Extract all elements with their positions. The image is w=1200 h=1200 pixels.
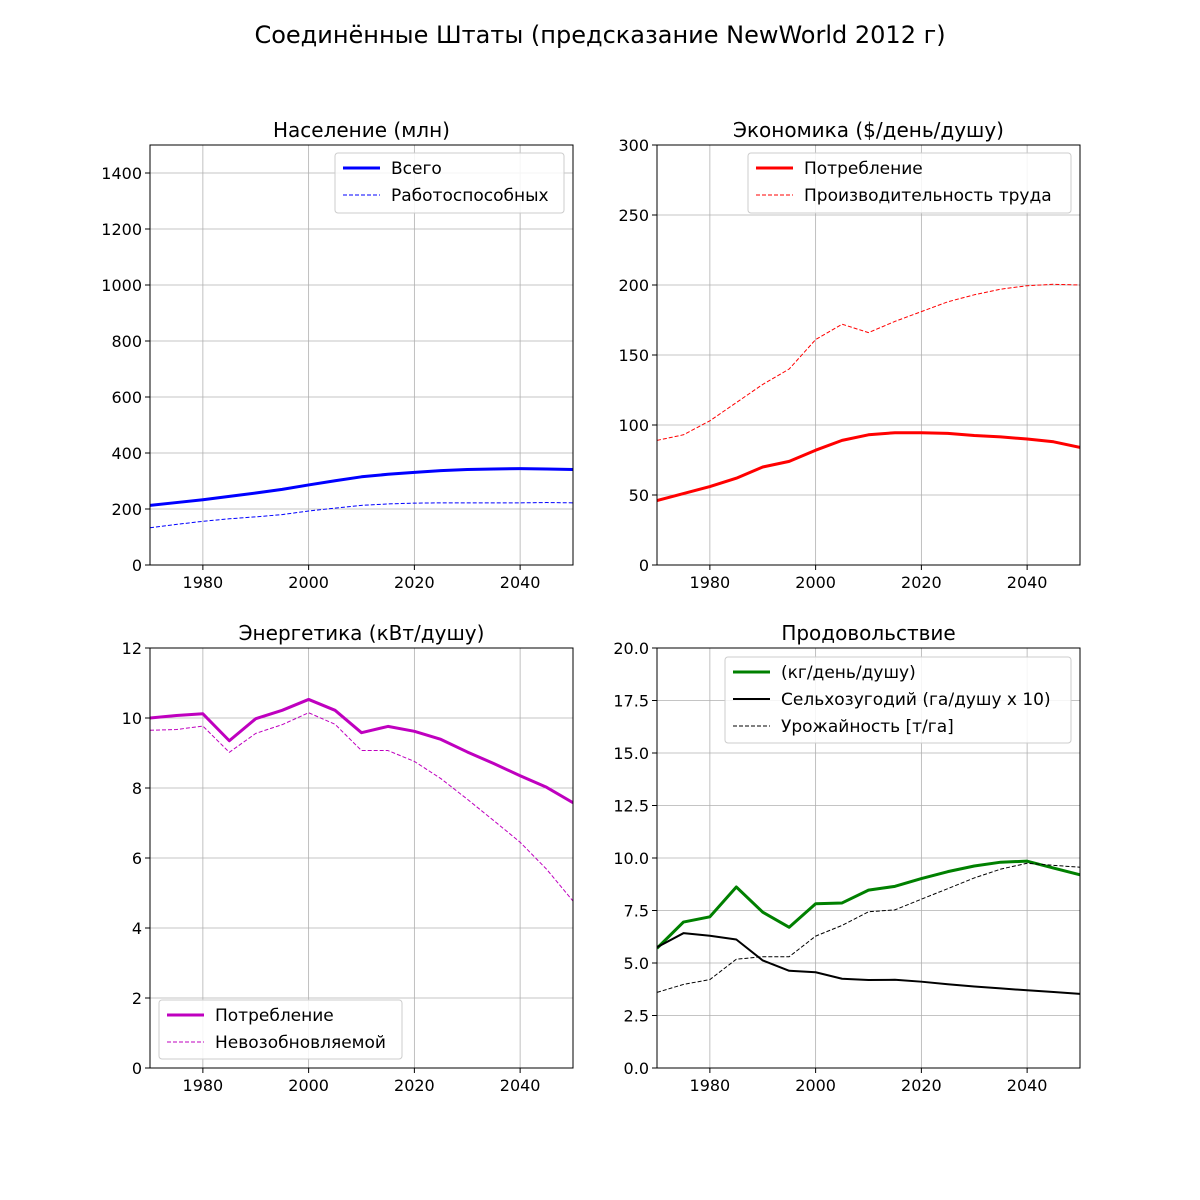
x-tick-label: 2000 <box>288 1076 329 1095</box>
y-tick-label: 5.0 <box>624 954 649 973</box>
y-tick-label: 6 <box>132 849 142 868</box>
chart-panel-1: 1980 2000 2020 2040 0 200 400 600 800 1000 1200 140… <box>101 118 574 592</box>
x-tick-label: 1980 <box>183 1076 224 1095</box>
x-tick-label: 2040 <box>1007 1076 1048 1095</box>
legend-label: Всего <box>391 159 442 179</box>
series-line-всего <box>150 467 573 507</box>
y-tick-label: 15.0 <box>613 744 649 763</box>
legend: Потребление Невозобновляемой <box>158 999 403 1060</box>
y-tick-label: 0 <box>639 556 649 575</box>
y-tick-label: 600 <box>111 388 142 407</box>
series-line-потребление <box>150 697 573 804</box>
x-tick-label: 2020 <box>394 573 435 592</box>
series-line-невозобновляемой <box>150 712 573 902</box>
legend-label: Урожайность [т/га] <box>781 717 954 737</box>
axes-frame <box>149 144 574 566</box>
y-tick-label: 12 <box>122 639 142 658</box>
legend-label: Работоспособных <box>391 186 549 206</box>
chart-title: Энергетика (кВт/душу) <box>239 621 485 645</box>
x-tick-label: 2020 <box>901 573 942 592</box>
chart-title: Население (млн) <box>273 118 450 142</box>
y-tick-label: 300 <box>618 136 649 155</box>
series-line-производительность-труда <box>657 283 1080 441</box>
legend: Всего Работоспособных <box>334 152 565 214</box>
y-tick-label: 1400 <box>101 164 142 183</box>
legend-box <box>724 656 1072 744</box>
y-tick-label: 8 <box>132 779 142 798</box>
chart-panel-3: 1980 2000 2020 2040 0 2 4 6 8 10 12 Энергетика (кВт… <box>122 621 574 1095</box>
y-tick-label: 100 <box>618 416 649 435</box>
y-tick-label: 2 <box>132 989 142 1008</box>
y-tick-label: 200 <box>111 500 142 519</box>
chart-panel-2: 1980 2000 2020 2040 0 50 100 150 200 250 300 Эконом… <box>618 118 1081 592</box>
legend-label: Потребление <box>215 1006 334 1026</box>
x-tick-label: 1980 <box>690 1076 731 1095</box>
y-tick-label: 200 <box>618 276 649 295</box>
y-tick-label: 1200 <box>101 220 142 239</box>
y-tick-label: 250 <box>618 206 649 225</box>
legend: (кг/день/душу) Сельхозугодий (га/душу х 1… <box>724 656 1072 744</box>
y-tick-label: 7.5 <box>624 902 649 921</box>
chart-title: Экономика ($/день/душу) <box>733 118 1004 142</box>
y-tick-label: 800 <box>111 332 142 351</box>
legend-box <box>334 152 565 214</box>
legend-label: Производительность труда <box>804 186 1052 206</box>
y-tick-label: 17.5 <box>613 692 649 711</box>
legend-box <box>158 999 403 1060</box>
y-tick-label: 12.5 <box>613 797 649 816</box>
x-tick-label: 2000 <box>288 573 329 592</box>
x-tick-label: 2040 <box>500 573 541 592</box>
y-tick-label: 0.0 <box>624 1059 649 1078</box>
y-tick-label: 10.0 <box>613 849 649 868</box>
y-tick-label: 0 <box>132 1059 142 1078</box>
series-line-сельхозугодий-га-душу-х-10 <box>657 932 1080 995</box>
y-tick-label: 400 <box>111 444 142 463</box>
series-line-работоспособных <box>150 502 573 529</box>
x-tick-label: 2000 <box>795 1076 836 1095</box>
y-tick-label: 50 <box>629 486 649 505</box>
x-tick-label: 2000 <box>795 573 836 592</box>
legend-label: (кг/день/душу) <box>781 663 916 683</box>
series-line-потребление <box>657 431 1080 503</box>
x-tick-label: 2020 <box>901 1076 942 1095</box>
legend-box <box>747 152 1072 214</box>
x-tick-label: 2020 <box>394 1076 435 1095</box>
x-tick-label: 2040 <box>1007 573 1048 592</box>
y-tick-label: 20.0 <box>613 639 649 658</box>
y-tick-label: 150 <box>618 346 649 365</box>
x-tick-label: 1980 <box>183 573 224 592</box>
chart-panel-4: 1980 2000 2020 2040 0.0 2.5 5.0 7.5 10.0 12.5 15.0… <box>613 621 1081 1095</box>
legend: Потребление Производительность труда <box>747 152 1072 214</box>
chart-panels: 1980 2000 2020 2040020040060080010001200140… <box>101 118 1081 1095</box>
x-tick-label: 2040 <box>500 1076 541 1095</box>
x-tick-label: 1980 <box>690 573 731 592</box>
legend-label: Невозобновляемой <box>215 1033 386 1053</box>
legend-label: Потребление <box>804 159 923 179</box>
legend-label: Сельхозугодий (га/душу х 10) <box>781 690 1051 710</box>
y-tick-label: 2.5 <box>624 1007 649 1026</box>
y-tick-label: 0 <box>132 556 142 575</box>
chart-title: Продовольствие <box>781 621 955 645</box>
series-line-кг-день-душу <box>657 859 1080 950</box>
y-tick-label: 10 <box>122 709 142 728</box>
series-line-урожайность-т-га <box>657 862 1080 993</box>
y-tick-label: 1000 <box>101 276 142 295</box>
y-tick-label: 4 <box>132 919 142 938</box>
figure-title: Соединённые Штаты (предсказание NewWorld… <box>254 21 945 49</box>
